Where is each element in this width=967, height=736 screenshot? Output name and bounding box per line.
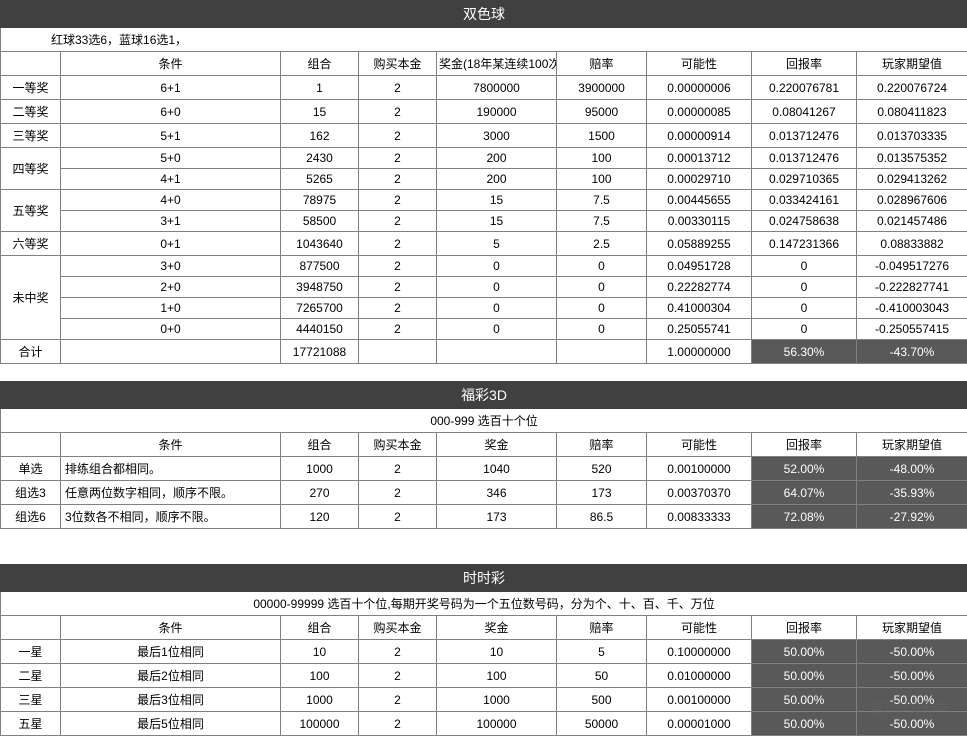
table-row: 一星最后1位相同1021050.1000000050.00%-50.00% [1,640,967,664]
col-header: 购买本金 [359,616,437,640]
table-row: 二星最后2位相同1002100500.0100000050.00%-50.00% [1,664,967,688]
col-header: 奖金(18年某连续100次平均） [437,52,557,76]
col-header: 条件 [61,52,281,76]
col-header: 奖金 [437,433,557,457]
table-row: 3+1585002157.50.003301150.0247586380.021… [1,211,967,232]
col-header: 可能性 [647,52,752,76]
prize-label: 未中奖 [1,256,61,340]
col-header: 组合 [281,433,359,457]
table-row: 三等奖5+11622300015000.000009140.0137124760… [1,124,967,148]
total-row: 合计177210881.0000000056.30%-43.70% [1,340,967,364]
row-label: 单选 [1,457,61,481]
section3-title: 时时彩 [1,565,967,592]
col-header: 可能性 [647,616,752,640]
col-header: 奖金 [437,616,557,640]
col-header: 条件 [61,433,281,457]
prize-label: 六等奖 [1,232,61,256]
section1-title: 双色球 [1,1,967,28]
table-row: 五星最后5位相同1000002100000500000.0000100050.0… [1,712,967,736]
col-header: 购买本金 [359,52,437,76]
section1-header: 条件组合购买本金奖金(18年某连续100次平均）赔率可能性回报率玩家期望值 [1,52,967,76]
section3-subtitle: 00000-99999 选百十个位,每期开奖号码为一个五位数号码，分为个、十、百… [1,592,967,616]
table-row: 1+072657002000.410003040-0.410003043 [1,298,967,319]
table-row: 4+1526522001000.000297100.0297103650.029… [1,169,967,190]
section2-title: 福彩3D [1,382,967,409]
col-header: 赔率 [557,52,647,76]
col-header: 回报率 [752,433,857,457]
col-header [1,52,61,76]
row-label: 三星 [1,688,61,712]
col-header: 玩家期望值 [857,52,967,76]
prize-label: 一等奖 [1,76,61,100]
table-row: 三星最后3位相同1000210005000.0010000050.00%-50.… [1,688,967,712]
col-header: 回报率 [752,616,857,640]
table-row: 五等奖4+0789752157.50.004456550.0334241610.… [1,190,967,211]
table-row: 一等奖6+112780000039000000.000000060.220076… [1,76,967,100]
section2-header: 条件组合购买本金奖金赔率可能性回报率玩家期望值 [1,433,967,457]
col-header [1,433,61,457]
prize-label: 四等奖 [1,148,61,190]
col-header: 购买本金 [359,433,437,457]
col-header: 组合 [281,52,359,76]
row-label: 五星 [1,712,61,736]
total-label: 合计 [1,340,61,364]
table-row: 组选63位数各不相同，顺序不限。120217386.50.0083333372.… [1,505,967,529]
section2-subtitle: 000-999 选百十个位 [1,409,967,433]
table-row: 组选3任意两位数字相同，顺序不限。27023461730.0037037064.… [1,481,967,505]
row-label: 组选3 [1,481,61,505]
col-header: 条件 [61,616,281,640]
col-header [1,616,61,640]
table-row: 四等奖5+0243022001000.000137120.0137124760.… [1,148,967,169]
col-header: 赔率 [557,433,647,457]
prize-label: 五等奖 [1,190,61,232]
lottery-tables: 双色球红球33选6，蓝球16选1，条件组合购买本金奖金(18年某连续100次平均… [0,0,967,736]
col-header: 可能性 [647,433,752,457]
table-row: 未中奖3+08775002000.049517280-0.049517276 [1,256,967,277]
table-row: 六等奖0+11043640252.50.058892550.1472313660… [1,232,967,256]
col-header: 玩家期望值 [857,433,967,457]
row-label: 一星 [1,640,61,664]
table-row: 2+039487502000.222827740-0.222827741 [1,277,967,298]
col-header: 玩家期望值 [857,616,967,640]
section1-subtitle: 红球33选6，蓝球16选1， [1,28,967,52]
prize-label: 三等奖 [1,124,61,148]
row-label: 二星 [1,664,61,688]
col-header: 赔率 [557,616,647,640]
section3-header: 条件组合购买本金奖金赔率可能性回报率玩家期望值 [1,616,967,640]
col-header: 组合 [281,616,359,640]
col-header: 回报率 [752,52,857,76]
table-row: 单选排练组合都相同。1000210405200.0010000052.00%-4… [1,457,967,481]
row-label: 组选6 [1,505,61,529]
table-row: 二等奖6+0152190000950000.000000850.08041267… [1,100,967,124]
table-row: 0+044401502000.250557410-0.250557415 [1,319,967,340]
prize-label: 二等奖 [1,100,61,124]
